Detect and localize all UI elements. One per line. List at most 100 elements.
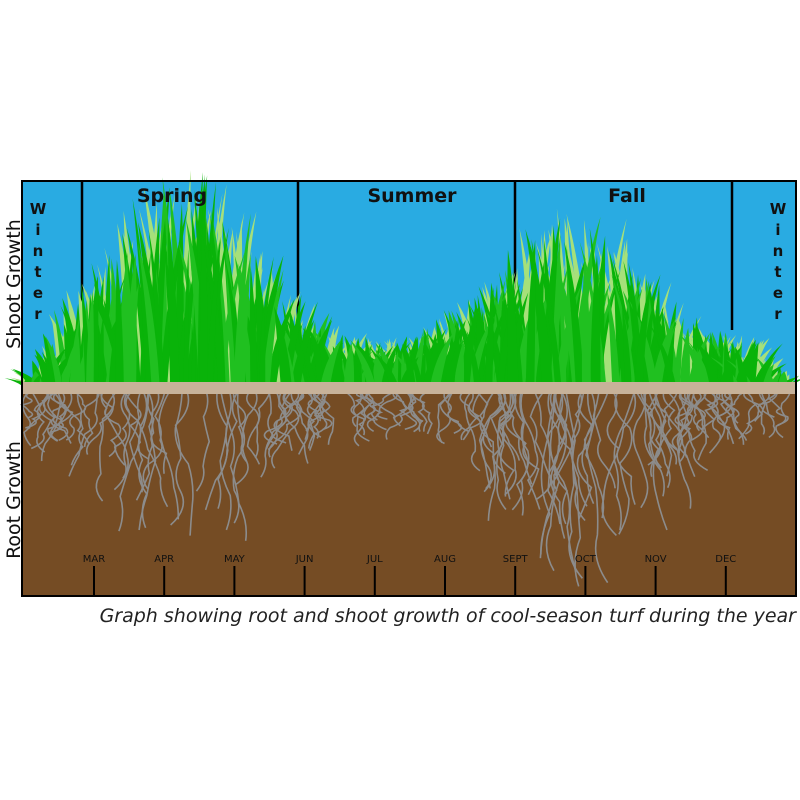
month-label: DEC (715, 554, 736, 565)
root (417, 391, 428, 432)
root (30, 391, 52, 450)
root (770, 391, 789, 426)
root (490, 391, 515, 497)
root (307, 391, 333, 431)
root (124, 391, 149, 460)
grass-blade (123, 283, 139, 386)
root (565, 391, 582, 587)
root (585, 391, 605, 519)
root (632, 391, 649, 509)
grass-blade (299, 342, 318, 386)
root (137, 391, 150, 529)
root (265, 391, 288, 450)
frame (21, 180, 797, 597)
month-label: JUN (295, 554, 314, 565)
month-label: SEPT (503, 554, 529, 565)
root (345, 391, 365, 447)
grass-blade (734, 346, 749, 386)
root (83, 391, 100, 448)
grass-blade (381, 344, 398, 386)
root (462, 391, 489, 441)
season-label: Winter (29, 200, 47, 326)
month-label: NOV (645, 554, 667, 565)
root (535, 391, 566, 501)
root (553, 391, 569, 525)
root (216, 391, 232, 531)
grass-blade (696, 340, 720, 386)
root-growth-label: Root Growth (3, 441, 25, 559)
grass-blade (525, 239, 536, 386)
root (100, 391, 122, 458)
grass-blade (680, 334, 709, 386)
grass-blade (350, 339, 376, 386)
root (496, 391, 511, 500)
grass (4, 170, 800, 386)
root (613, 391, 636, 531)
grass-blade (86, 291, 94, 386)
root (308, 391, 326, 451)
grass-blade (437, 328, 463, 386)
season-label: Winter (769, 200, 787, 326)
caption: Graph showing root and shoot growth of c… (100, 605, 798, 627)
grass-blade (411, 333, 425, 386)
root (232, 391, 246, 524)
grass-blade (115, 259, 124, 386)
root (138, 391, 157, 531)
grass-blade (756, 360, 773, 386)
grass-blade (607, 290, 620, 386)
grass-blade (373, 352, 399, 386)
grass-blade (132, 198, 152, 386)
root (85, 391, 114, 455)
root (479, 391, 496, 493)
grass-blade (537, 248, 562, 386)
root (307, 391, 322, 438)
grass-blade (148, 229, 165, 386)
root (738, 391, 759, 440)
root (654, 391, 692, 509)
root (756, 391, 775, 418)
root (514, 391, 529, 516)
root (706, 391, 735, 445)
root (70, 391, 84, 466)
shoot-growth-label: Shoot Growth (3, 219, 25, 349)
root (576, 391, 593, 520)
root (352, 391, 370, 442)
grass-blade (399, 356, 419, 386)
root (245, 391, 261, 465)
root (170, 391, 190, 526)
month-label: MAY (224, 554, 246, 565)
grass-blade (259, 304, 266, 386)
root (370, 391, 395, 421)
root (480, 391, 503, 490)
grass-blade (97, 314, 104, 386)
grass-blade (422, 328, 447, 386)
root (312, 391, 335, 445)
grass-blade (590, 255, 601, 386)
grass-blade (199, 174, 208, 386)
root (113, 391, 132, 466)
root (268, 391, 302, 458)
root (263, 391, 300, 445)
grass-blade (653, 330, 676, 386)
root (695, 391, 706, 432)
root (606, 391, 636, 505)
root (553, 391, 588, 507)
grass-blade (581, 253, 591, 386)
root (692, 391, 710, 439)
month-label: AUG (434, 554, 456, 565)
root (552, 391, 583, 483)
root (721, 391, 745, 445)
root (549, 391, 577, 572)
root (271, 391, 300, 469)
root (650, 391, 668, 477)
root (703, 391, 722, 441)
root (158, 391, 180, 520)
root (142, 391, 166, 490)
month-label: OCT (575, 554, 597, 565)
root (529, 391, 558, 492)
root (676, 391, 696, 477)
root (663, 391, 686, 462)
season-label: Fall (608, 185, 646, 207)
roots (19, 391, 791, 587)
grass-blade (372, 355, 382, 386)
